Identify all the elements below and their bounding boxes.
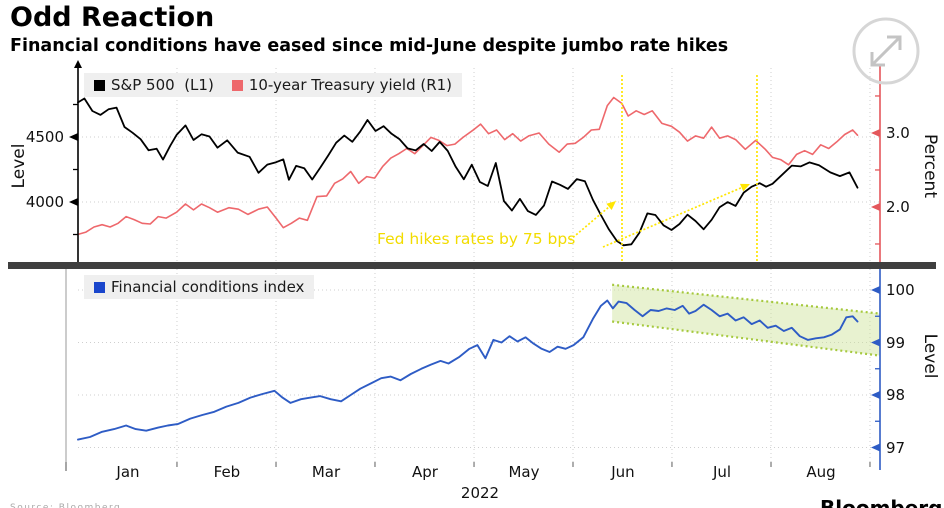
legend-item-sp500: S&P 500 (L1) [94,76,214,94]
expand-icon-arrow [870,35,902,67]
treasury-yield-line [77,96,859,236]
expand-icon-arrowhead-ne [887,35,902,50]
fci-swatch-icon [94,281,105,293]
page-subtitle: Financial conditions have eased since mi… [10,36,729,56]
expand-icon-circle [852,17,920,85]
axis-top-arrow [74,60,82,68]
major-tick [871,128,880,137]
legend-label-fci: Financial conditions index [111,278,305,296]
trend-channel-lower [611,320,881,357]
treasury-swatch-icon [231,79,243,91]
major-tick [871,338,880,347]
legend-label-treasury: 10-year Treasury yield (R1) [248,76,453,94]
fed-hikes-annotation: Fed hikes rates by 75 bps [377,230,576,248]
major-tick [871,202,880,211]
major-tick [69,133,78,142]
legend-bottom-panel: Financial conditions index [84,275,315,299]
sp500-swatch-icon [94,79,105,91]
annotation-arrowhead [606,200,616,211]
annotation-arrowhead [739,183,750,192]
expand-icon[interactable] [851,16,921,86]
major-tick [69,198,78,207]
bloomberg-wordmark-clipped: Bloomberg [820,496,944,508]
legend-item-treasury: 10-year Treasury yield (R1) [231,76,453,94]
page-title: Odd Reaction [10,2,215,33]
x-axis-year-label: 2022 [460,484,500,502]
legend-top-panel: S&P 500 (L1) 10-year Treasury yield (R1) [84,73,463,97]
bloomberg-wordmark-text: Bloomberg [820,496,943,508]
major-tick [871,443,880,452]
legend-label-sp500: S&P 500 (L1) [111,76,214,94]
expand-icon-arrowhead-sw [870,52,885,67]
fci-line [77,299,859,441]
panel-separator-bar [8,262,936,269]
sp500-line [77,97,859,247]
legend-item-fci: Financial conditions index [94,278,304,296]
attribution-text-clipped: Source: Bloomberg [10,503,122,508]
major-tick [871,286,880,295]
major-tick [871,391,880,400]
annotation-arrow [602,183,751,248]
